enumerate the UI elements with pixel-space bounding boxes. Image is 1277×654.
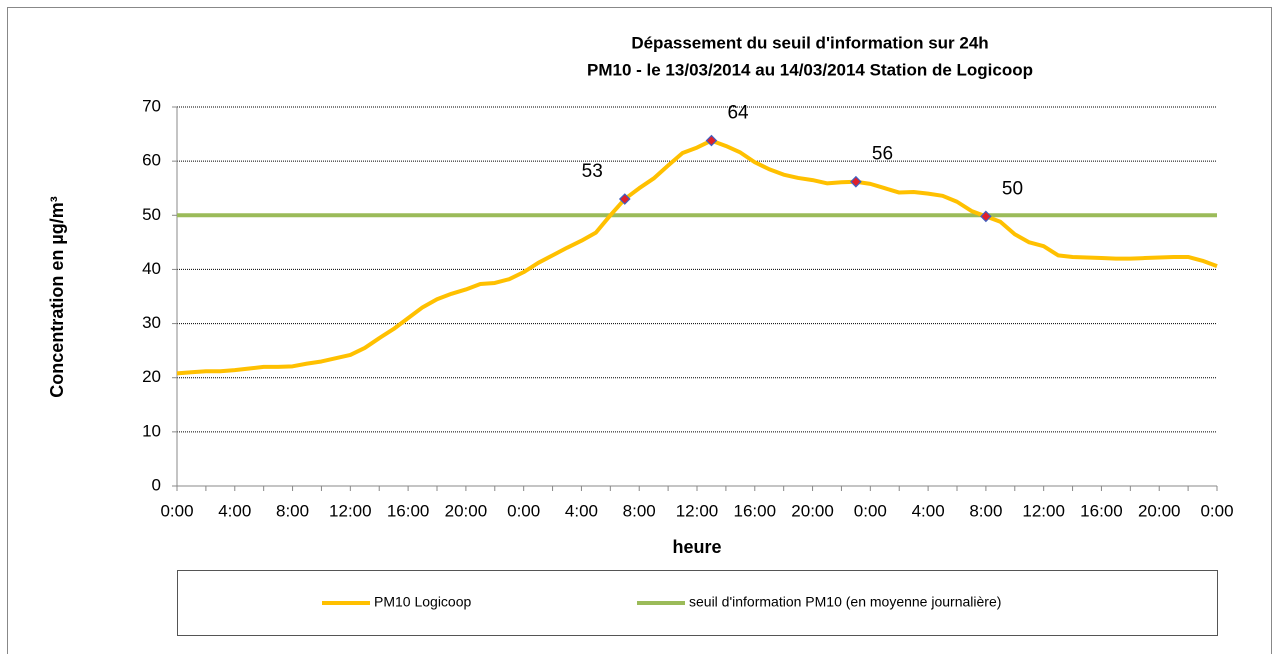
x-tick-label: 4:00 (218, 501, 251, 520)
x-tick-label: 12:00 (329, 501, 372, 520)
y-tick-label: 0 (152, 475, 161, 494)
chart-title: Dépassement du seuil d'information sur 2… (631, 33, 988, 52)
x-tick-label: 0:00 (507, 501, 540, 520)
x-tick-label: 16:00 (734, 501, 777, 520)
y-tick-label: 10 (142, 421, 161, 440)
x-tick-label: 20:00 (445, 501, 488, 520)
x-tick-label: 4:00 (565, 501, 598, 520)
x-tick-label: 8:00 (969, 501, 1002, 520)
y-tick-label: 70 (142, 96, 161, 115)
data-label: 56 (872, 144, 893, 165)
x-tick-label: 16:00 (387, 501, 430, 520)
legend-label: PM10 Logicoop (374, 594, 472, 610)
x-tick-label: 0:00 (160, 501, 193, 520)
x-tick-label: 8:00 (623, 501, 656, 520)
y-tick-label: 60 (142, 151, 161, 170)
data-marker (705, 134, 718, 147)
chart-frame (7, 7, 1272, 654)
y-tick-label: 30 (142, 313, 161, 332)
y-tick-label: 40 (142, 259, 161, 278)
data-marker (850, 175, 862, 188)
x-tick-label: 12:00 (676, 501, 719, 520)
x-tick-label: 4:00 (912, 501, 945, 520)
x-tick-label: 0:00 (854, 501, 887, 520)
y-tick-label: 20 (142, 367, 161, 386)
data-marker (618, 193, 631, 205)
legend-label: seuil d'information PM10 (en moyenne jou… (689, 594, 1001, 610)
data-label: 64 (727, 103, 749, 124)
x-tick-label: 16:00 (1080, 501, 1123, 520)
x-tick-label: 12:00 (1022, 501, 1065, 520)
data-label: 53 (582, 161, 603, 182)
chart-subtitle: PM10 - le 13/03/2014 au 14/03/2014 Stati… (587, 60, 1033, 79)
y-axis-label: Concentration en µg/m³ (47, 196, 67, 397)
x-tick-label: 0:00 (1200, 501, 1233, 520)
x-axis-label: heure (672, 537, 721, 557)
data-label: 50 (1002, 178, 1023, 199)
series-line (176, 138, 1218, 376)
x-tick-label: 20:00 (791, 501, 834, 520)
y-tick-label: 50 (142, 205, 161, 224)
x-tick-label: 20:00 (1138, 501, 1181, 520)
x-tick-label: 8:00 (276, 501, 309, 520)
data-marker (980, 210, 992, 223)
